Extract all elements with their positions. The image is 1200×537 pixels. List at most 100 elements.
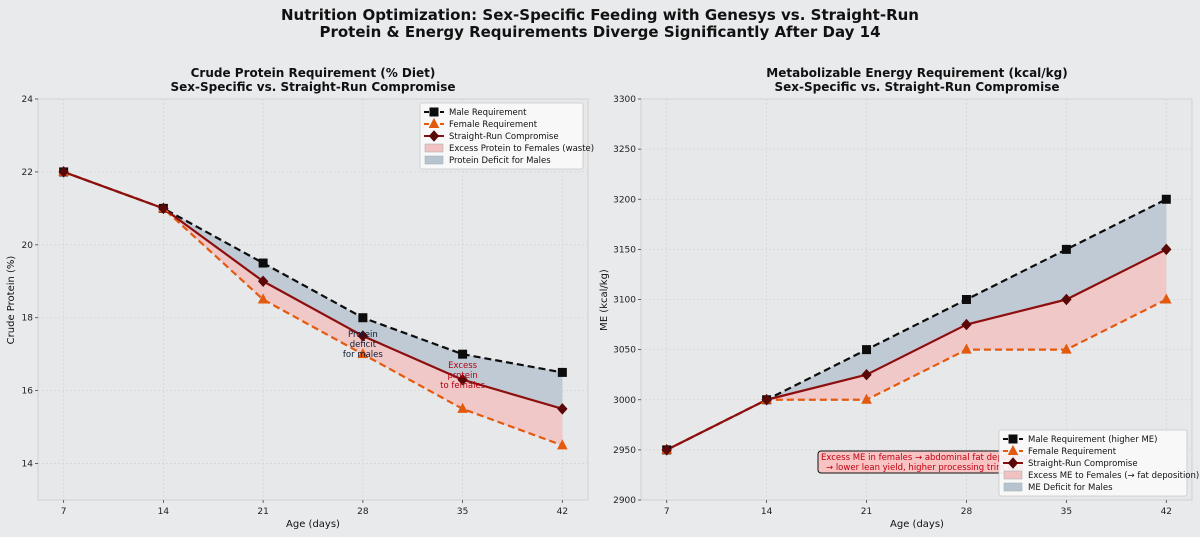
energy-straight-run-point xyxy=(761,394,772,406)
protein-y-tick-label: 22 xyxy=(22,168,33,178)
energy-chart-title-line1: Metabolizable Energy Requirement (kcal/k… xyxy=(766,66,1067,80)
energy-y-axis-label: ME (kcal/kg) xyxy=(599,269,610,331)
protein-y-axis-label: Crude Protein (%) xyxy=(6,256,17,345)
energy-x-tick-label: 21 xyxy=(861,507,872,517)
protein-x-tick-label: 42 xyxy=(557,507,568,517)
protein-straight-run-point xyxy=(357,330,369,342)
energy-legend-label: ME Deficit for Males xyxy=(1028,483,1113,493)
energy-legend-marker xyxy=(1007,457,1019,469)
protein-legend-label: Straight-Run Compromise xyxy=(449,132,559,142)
energy-annotation-box-line1: Excess ME in females → abdominal fat dep… xyxy=(821,453,1031,463)
protein-straight-run-line xyxy=(63,170,563,410)
protein-female-point xyxy=(357,348,369,359)
energy-straight-run-point xyxy=(861,368,872,381)
energy-annotation-box-line2: → lower lean yield, higher processing tr… xyxy=(826,463,1024,473)
protein-y-tick-label: 18 xyxy=(22,314,34,324)
protein-male-point xyxy=(358,313,368,323)
energy-male-point xyxy=(1161,194,1171,204)
energy-legend-marker xyxy=(1008,434,1018,444)
energy-legend xyxy=(998,429,1188,497)
protein-legend xyxy=(419,102,584,170)
energy-y-tick-label: 3300 xyxy=(613,95,636,105)
protein-legend-label: Protein Deficit for Males xyxy=(449,156,551,166)
protein-straight-run-point xyxy=(257,275,269,288)
energy-y-tick-label: 3250 xyxy=(613,145,636,155)
energy-straight-run-line xyxy=(666,248,1167,451)
energy-male-point xyxy=(961,295,971,304)
protein-annotation-line: Excess xyxy=(448,361,478,371)
protein-legend-marker xyxy=(429,107,439,117)
protein-male-point xyxy=(557,367,567,377)
protein-chart-title-line2: Sex-Specific vs. Straight-Run Compromise xyxy=(170,80,455,94)
protein-y-tick-label: 24 xyxy=(22,95,34,105)
protein-legend-swatch xyxy=(424,143,444,153)
energy-legend-swatch xyxy=(1003,482,1023,492)
protein-annotation-line: Protein xyxy=(348,330,378,340)
protein-y-tick-label: 14 xyxy=(22,460,34,470)
energy-y-tick-label: 3050 xyxy=(613,346,636,356)
energy-male-point xyxy=(1061,244,1071,254)
energy-y-tick-label: 3000 xyxy=(613,396,636,406)
protein-straight-run-point xyxy=(158,202,169,215)
energy-x-tick-label: 28 xyxy=(961,507,973,517)
figure-title-line1: Nutrition Optimization: Sex-Specific Fee… xyxy=(281,6,919,24)
protein-chart-title-line1: Crude Protein Requirement (% Diet) xyxy=(191,66,436,80)
protein-female-point xyxy=(257,293,269,304)
energy-legend-marker xyxy=(1007,444,1019,455)
figure-title-line2: Protein & Energy Requirements Diverge Si… xyxy=(319,23,880,41)
energy-x-tick-label: 7 xyxy=(664,507,670,517)
protein-legend-label: Male Requirement xyxy=(449,108,527,118)
protein-legend-marker xyxy=(428,130,440,142)
protein-legend-marker xyxy=(428,117,440,128)
protein-x-axis-label: Age (days) xyxy=(286,519,340,530)
protein-x-tick-label: 28 xyxy=(357,507,369,517)
energy-female-point xyxy=(1061,343,1072,354)
energy-y-tick-label: 2900 xyxy=(613,496,636,506)
energy-female-point xyxy=(861,393,872,404)
energy-x-tick-label: 42 xyxy=(1161,507,1172,517)
protein-legend-swatch xyxy=(424,155,444,165)
energy-straight-run-point xyxy=(1161,243,1172,256)
energy-x-tick-label: 14 xyxy=(761,507,773,517)
protein-straight-run-point xyxy=(58,166,69,178)
energy-legend-label: Male Requirement (higher ME) xyxy=(1028,435,1158,445)
protein-x-tick-label: 7 xyxy=(61,507,67,517)
protein-annotation-line: for males xyxy=(343,350,383,360)
energy-female-point xyxy=(1160,293,1172,304)
energy-chart: Metabolizable Energy Requirement (kcal/k… xyxy=(599,66,1199,530)
protein-female-point xyxy=(557,439,568,450)
energy-legend-label: Straight-Run Compromise xyxy=(1028,459,1138,469)
energy-y-tick-label: 3150 xyxy=(613,245,636,255)
energy-chart-title-line2: Sex-Specific vs. Straight-Run Compromise xyxy=(774,80,1059,94)
protein-straight-run-point xyxy=(457,373,468,386)
energy-x-tick-label: 35 xyxy=(1061,507,1072,517)
protein-straight-run-point xyxy=(557,403,568,415)
energy-straight-run-point xyxy=(1061,293,1072,306)
protein-legend-label: Female Requirement xyxy=(449,120,538,130)
protein-y-tick-label: 20 xyxy=(22,241,34,251)
energy-x-axis-label: Age (days) xyxy=(890,519,944,530)
energy-straight-run-point xyxy=(961,318,972,331)
energy-y-tick-label: 3100 xyxy=(613,296,636,306)
protein-x-tick-label: 14 xyxy=(158,507,170,517)
protein-female-point xyxy=(457,402,468,413)
protein-y-tick-label: 16 xyxy=(22,387,34,397)
protein-male-point xyxy=(258,258,268,268)
protein-annotation-line: protein xyxy=(448,371,478,381)
energy-y-tick-label: 3200 xyxy=(613,195,636,205)
energy-straight-run-point xyxy=(661,444,672,456)
energy-male-point xyxy=(862,345,872,355)
energy-legend-swatch xyxy=(1003,470,1023,480)
energy-legend-label: Excess ME to Females (→ fat deposition) xyxy=(1028,471,1199,481)
protein-chart: Crude Protein Requirement (% Diet) Sex-S… xyxy=(6,66,594,530)
energy-legend-label: Female Requirement xyxy=(1028,447,1117,457)
protein-x-tick-label: 21 xyxy=(257,507,268,517)
protein-x-tick-label: 35 xyxy=(457,507,468,517)
protein-legend-label: Excess Protein to Females (waste) xyxy=(449,144,594,154)
protein-annotation-line: deficit xyxy=(350,340,377,350)
protein-male-point xyxy=(458,349,468,359)
energy-y-tick-label: 2950 xyxy=(613,446,636,456)
protein-annotation-line: to females xyxy=(440,381,486,391)
energy-female-point xyxy=(961,343,972,354)
